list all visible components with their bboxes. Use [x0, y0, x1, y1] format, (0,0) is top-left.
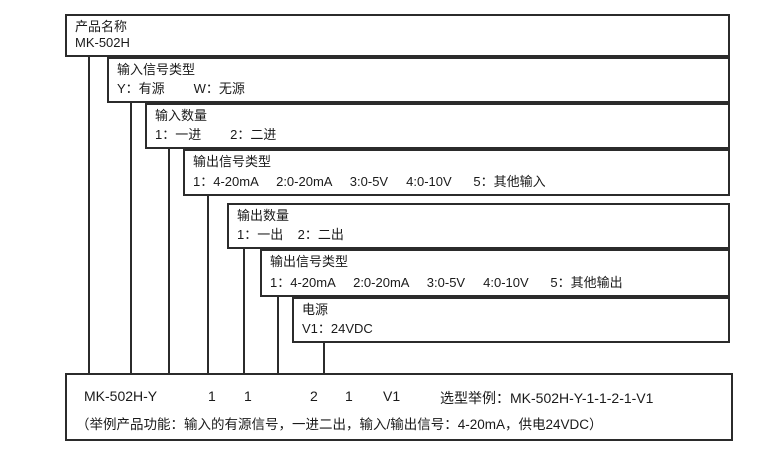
spec-box-product-name: 产品名称 MK-502H [65, 14, 730, 57]
example-code-input-count: 1 [244, 388, 252, 404]
connector-line-input-count [168, 148, 170, 374]
box-options: 1：4-20mA 2:0-20mA 3:0-5V 4:0-10V 5：其他输入 [193, 174, 546, 189]
example-model-base: MK-502H-Y [84, 388, 158, 404]
box-title: 输出信号类型 [193, 154, 272, 169]
box-title: 电源 [302, 302, 329, 317]
connector-line-output-signal-type-1 [207, 195, 209, 374]
connector-line-input-signal-type [130, 102, 132, 374]
spec-box-output-signal-type-2: 输出信号类型 1：4-20mA 2:0-20mA 3:0-5V 4:0-10V … [260, 249, 730, 297]
box-options: 1：一进 2：二进 [155, 127, 277, 142]
spec-box-output-signal-type-1: 输出信号类型 1：4-20mA 2:0-20mA 3:0-5V 4:0-10V … [183, 149, 730, 196]
box-title: 输出信号类型 [270, 254, 349, 269]
box-options: 1：一出 2：二出 [237, 227, 344, 242]
example-description: （举例产品功能：输入的有源信号，一进二出，输入/输出信号：4-20mA，供电24… [76, 417, 603, 432]
spec-box-output-count: 输出数量 1：一出 2：二出 [227, 203, 730, 249]
example-selection-label: 选型举例：MK-502H-Y-1-1-2-1-V1 [440, 390, 654, 406]
connector-line-product-name [88, 56, 90, 374]
connector-line-output-count [243, 248, 245, 374]
example-ordering-box: MK-502H-Y 1 1 2 1 V1 选型举例：MK-502H-Y-1-1-… [65, 373, 733, 441]
box-options: MK-502H [75, 35, 130, 50]
box-options: Y：有源 W：无源 [117, 81, 245, 96]
box-options: V1：24VDC [302, 321, 373, 336]
box-title: 输入数量 [155, 108, 208, 123]
spec-box-power-supply: 电源 V1：24VDC [292, 297, 730, 343]
connector-line-power-supply [323, 342, 325, 374]
example-code-output-count: 2 [310, 388, 318, 404]
spec-box-input-count: 输入数量 1：一进 2：二进 [145, 103, 730, 149]
box-options: 1：4-20mA 2:0-20mA 3:0-5V 4:0-10V 5：其他输出 [270, 275, 623, 290]
spec-box-input-signal-type: 输入信号类型 Y：有源 W：无源 [107, 57, 730, 103]
connector-line-output-signal-type-2 [277, 296, 279, 374]
box-title: 输出数量 [237, 208, 290, 223]
box-title: 产品名称 [75, 19, 128, 34]
example-code-power: V1 [383, 388, 401, 404]
example-code-input-signal-type: 1 [208, 388, 216, 404]
example-code-output-signal-type: 1 [345, 388, 353, 404]
box-title: 输入信号类型 [117, 62, 196, 77]
